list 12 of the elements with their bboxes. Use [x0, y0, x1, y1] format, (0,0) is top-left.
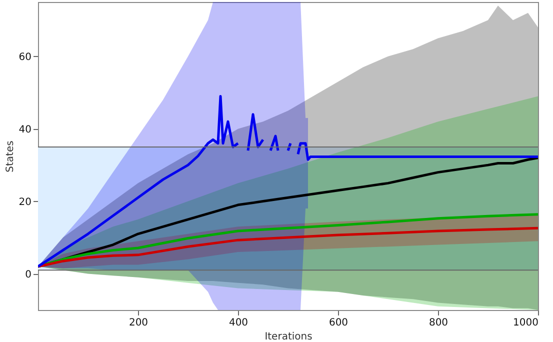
line-series	[38, 226, 538, 268]
x-tick-label: 200	[128, 318, 148, 328]
y-axis-title: States	[4, 140, 16, 172]
y-tick-label: 20	[18, 196, 32, 208]
y-tick-label: 40	[18, 124, 32, 136]
y-tick-label: 0	[25, 269, 32, 280]
x-tick-label: 400	[228, 318, 248, 328]
y-tick-label: 60	[18, 52, 32, 63]
x-axis-title: Iterations	[264, 332, 312, 342]
x-tick-label: 1000	[513, 318, 538, 328]
x-tick-label: 600	[328, 318, 348, 328]
x-tick-label: 800	[428, 318, 448, 328]
